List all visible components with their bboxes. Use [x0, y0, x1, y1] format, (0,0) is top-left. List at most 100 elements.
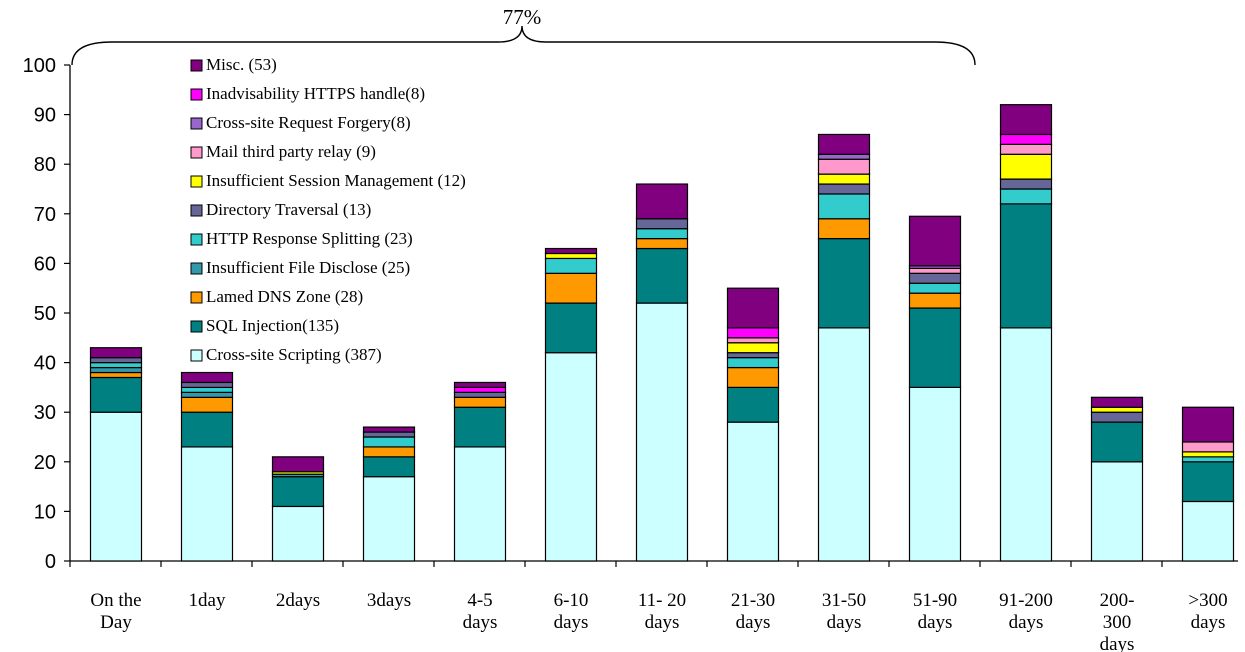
legend-label: Directory Traversal (13): [206, 200, 371, 219]
bar-segment: [908, 215, 962, 267]
bar-segment: [362, 436, 416, 448]
legend-label: Cross-site Request Forgery(8): [206, 113, 411, 132]
bar-segment: [544, 247, 598, 255]
legend-item: Mail third party relay (9): [190, 142, 376, 161]
bar-segment: [89, 376, 143, 413]
bar-segment: [1181, 441, 1235, 453]
legend-item: Cross-site Request Forgery(8): [190, 113, 411, 132]
y-tick-label: 20: [34, 452, 56, 474]
bar-segment: [89, 347, 143, 359]
legend-item: Cross-site Scripting (387): [190, 345, 382, 364]
y-tick-label: 10: [34, 501, 56, 523]
legend-swatch: [190, 320, 203, 333]
bar-segment: [817, 327, 871, 562]
bar-segment: [1090, 396, 1144, 408]
legend-label: Lamed DNS Zone (28): [206, 287, 363, 306]
bar-segment: [453, 386, 507, 393]
bar-segment: [817, 153, 871, 160]
bar-segment: [544, 352, 598, 562]
bar-segment: [908, 386, 962, 562]
legend-label: Inadvisability HTTPS handle(8): [206, 84, 425, 103]
legend-swatch: [190, 88, 203, 101]
bar-segment: [544, 257, 598, 274]
bar-segment: [544, 252, 598, 260]
legend-label: Cross-site Scripting (387): [206, 345, 382, 364]
category-label: 2days: [276, 590, 320, 611]
category-label: days: [1191, 612, 1226, 633]
bar-segment: [544, 272, 598, 304]
bar-segment: [817, 133, 871, 155]
category-label: Day: [100, 612, 132, 633]
bar-segment: [817, 238, 871, 329]
category-label: days: [1009, 612, 1044, 633]
bar-segment: [908, 292, 962, 309]
bar-segment: [999, 104, 1053, 136]
bar-segment: [726, 342, 780, 354]
bar-segment: [362, 456, 416, 478]
bar-segment: [362, 426, 416, 433]
legend-label: Insufficient File Disclose (25): [206, 258, 410, 277]
bar-segment: [1181, 461, 1235, 503]
bar-segment: [726, 366, 780, 388]
bar-segment: [89, 362, 143, 369]
bar-segment: [1181, 451, 1235, 458]
category-label: days: [736, 612, 771, 633]
legend-item: Insufficient Session Management (12): [190, 171, 466, 190]
bar-segment: [1181, 406, 1235, 443]
y-tick-label: 60: [34, 253, 56, 275]
bar-segment: [362, 431, 416, 438]
bar-segment: [89, 411, 143, 562]
bar-segment: [362, 446, 416, 458]
y-tick-label: 40: [34, 353, 56, 375]
bar-segment: [180, 386, 234, 393]
bar-segment: [817, 158, 871, 175]
bar-segment: [908, 267, 962, 274]
legend-swatch: [190, 291, 203, 304]
category-label: 4-5: [467, 590, 492, 611]
category-label: 91-200: [999, 590, 1053, 611]
category-label: 300: [1103, 612, 1132, 633]
bar-segment: [908, 282, 962, 294]
bar-segment: [180, 371, 234, 384]
bar-segment: [271, 476, 325, 508]
y-tick-label: 80: [34, 154, 56, 176]
y-tick-label: 100: [23, 55, 56, 77]
bar-segment: [635, 247, 689, 304]
category-label: 6-10: [554, 590, 589, 611]
legend-item: Misc. (53): [190, 55, 277, 74]
category-label: 51-90: [913, 590, 957, 611]
bar-segment: [999, 143, 1053, 155]
bar-segment: [999, 178, 1053, 190]
bar-segment: [1090, 421, 1144, 463]
category-label: 1day: [189, 590, 226, 611]
legend-swatch: [190, 59, 203, 72]
axes-group: 0 10 20 30 40 50 60 70 80 90 100: [23, 55, 1238, 573]
bar-segment: [1181, 500, 1235, 562]
bar-segment: [726, 352, 780, 359]
bar-segment: [1090, 461, 1144, 562]
bar-segment: [726, 357, 780, 369]
legend-swatch: [190, 146, 203, 159]
category-label: 200-: [1100, 590, 1135, 611]
bar-segment: [726, 386, 780, 423]
legend-swatch: [190, 262, 203, 275]
category-label: days: [463, 612, 498, 633]
annotation-group: 77%: [71, 5, 976, 66]
legend-swatch: [190, 175, 203, 188]
category-label: days: [645, 612, 680, 633]
bar-segment: [89, 371, 143, 379]
bar-segment: [817, 193, 871, 220]
bar-segment: [453, 396, 507, 408]
legend-label: Mail third party relay (9): [206, 142, 376, 161]
legend-swatch: [190, 233, 203, 246]
bar-segment: [180, 396, 234, 413]
legend-swatch: [190, 117, 203, 130]
bar-segment: [453, 406, 507, 448]
category-label: 21-30: [731, 590, 775, 611]
legend-label: HTTP Response Splitting (23): [206, 229, 413, 248]
bar-segment: [89, 366, 143, 374]
legend-item: SQL Injection(135): [190, 316, 339, 335]
category-label: days: [554, 612, 589, 633]
